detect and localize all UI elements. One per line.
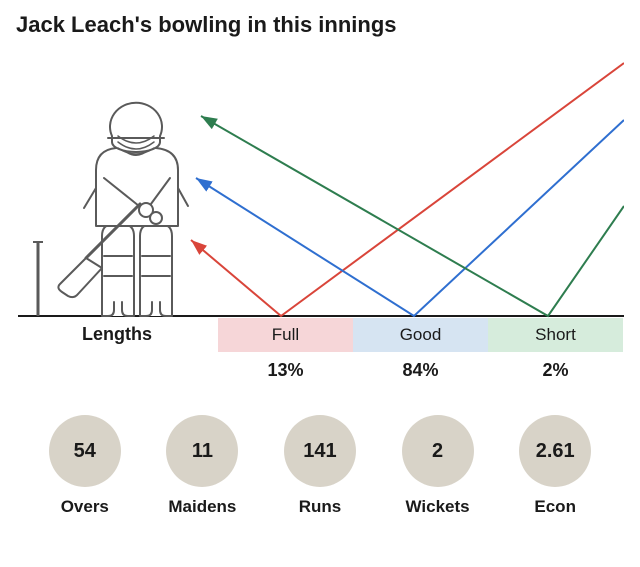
stat-overs: 54 Overs bbox=[30, 415, 140, 517]
stat-circle-wickets: 2 bbox=[402, 415, 474, 487]
stat-label-maidens: Maidens bbox=[168, 497, 236, 517]
stat-label-wickets: Wickets bbox=[406, 497, 470, 517]
stat-circle-maidens: 11 bbox=[166, 415, 238, 487]
stat-label-runs: Runs bbox=[299, 497, 342, 517]
length-pct-short: 2% bbox=[542, 360, 568, 381]
length-box-good: Good bbox=[353, 318, 488, 352]
stat-runs: 141 Runs bbox=[265, 415, 375, 517]
stat-wickets: 2 Wickets bbox=[383, 415, 493, 517]
stat-circle-runs: 141 bbox=[284, 415, 356, 487]
stat-circle-econ: 2.61 bbox=[519, 415, 591, 487]
stat-maidens: 11 Maidens bbox=[147, 415, 257, 517]
length-pct-full: 13% bbox=[267, 360, 303, 381]
stat-econ: 2.61 Econ bbox=[500, 415, 610, 517]
length-col-good: Good 84% bbox=[353, 318, 488, 381]
length-col-short: Short 2% bbox=[488, 318, 623, 381]
lengths-label: Lengths bbox=[16, 318, 218, 381]
lengths-row: Lengths Full 13% Good 84% Short 2% bbox=[16, 318, 624, 381]
stat-label-overs: Overs bbox=[61, 497, 109, 517]
stats-row: 54 Overs 11 Maidens 141 Runs 2 Wickets 2… bbox=[16, 415, 624, 517]
length-pct-good: 84% bbox=[402, 360, 438, 381]
length-box-short: Short bbox=[488, 318, 623, 352]
stat-circle-overs: 54 bbox=[49, 415, 121, 487]
length-box-full: Full bbox=[218, 318, 353, 352]
length-col-full: Full 13% bbox=[218, 318, 353, 381]
page-title: Jack Leach's bowling in this innings bbox=[16, 12, 624, 38]
stat-label-econ: Econ bbox=[534, 497, 576, 517]
bowling-trajectory-diagram bbox=[16, 58, 624, 318]
